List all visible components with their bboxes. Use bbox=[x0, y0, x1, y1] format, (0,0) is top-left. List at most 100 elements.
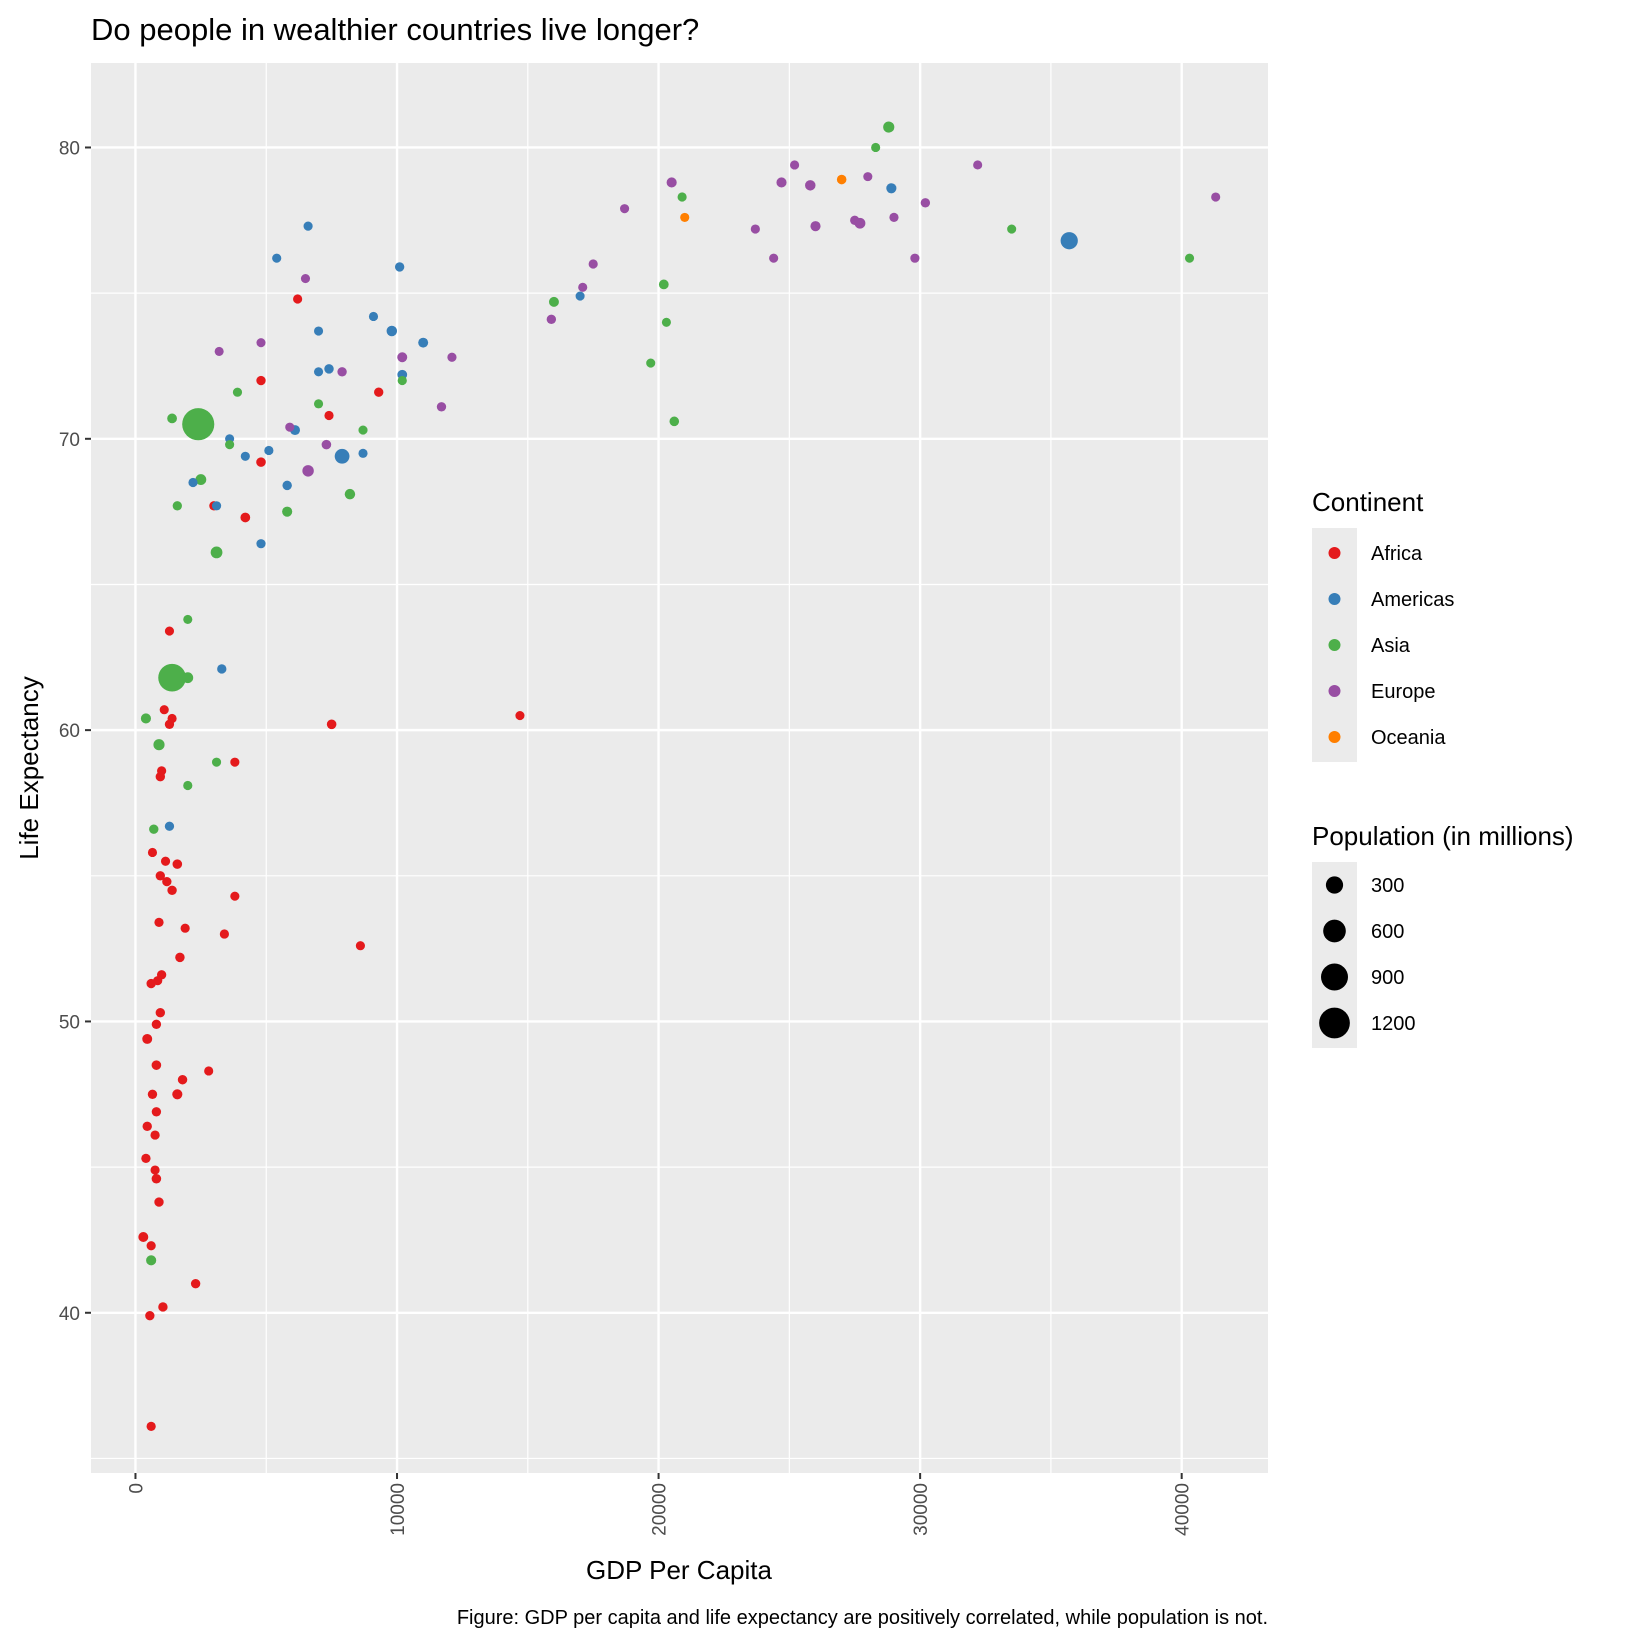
data-point-africa bbox=[145, 1311, 155, 1321]
legend-label-oceania: Oceania bbox=[1371, 727, 1446, 749]
y-tick-label: 40 bbox=[59, 1304, 80, 1325]
data-point-africa bbox=[138, 1232, 149, 1243]
data-point-asia bbox=[871, 142, 881, 153]
data-point-asia bbox=[658, 279, 669, 290]
data-point-europe bbox=[973, 160, 983, 170]
data-point-europe bbox=[666, 177, 677, 188]
data-point-africa bbox=[167, 885, 177, 896]
data-point-europe bbox=[302, 465, 314, 477]
legend-label-europe: Europe bbox=[1371, 681, 1436, 703]
legend-key-africa bbox=[1328, 547, 1341, 559]
data-point-europe bbox=[285, 422, 295, 432]
data-point-africa bbox=[151, 1019, 162, 1030]
data-point-americas bbox=[240, 451, 250, 461]
data-point-asia bbox=[646, 358, 656, 368]
figure-caption: Figure: GDP per capita and life expectan… bbox=[457, 1607, 1268, 1629]
data-point-africa bbox=[293, 294, 303, 304]
data-point-europe bbox=[790, 160, 800, 170]
x-tick-label: 20000 bbox=[650, 1483, 671, 1536]
data-point-asia bbox=[397, 375, 407, 386]
legend-size-key bbox=[1325, 876, 1344, 894]
data-point-africa bbox=[164, 626, 175, 636]
data-point-americas bbox=[282, 480, 292, 491]
legend-key-asia bbox=[1328, 639, 1341, 651]
x-axis: 0 10000 20000 30000 40000 bbox=[126, 1473, 1194, 1536]
data-point-asia bbox=[669, 416, 680, 427]
data-point-europe bbox=[321, 439, 332, 450]
data-point-africa bbox=[180, 923, 190, 933]
data-point-americas bbox=[164, 821, 175, 831]
data-point-asia bbox=[225, 440, 235, 450]
data-point-africa bbox=[157, 766, 167, 776]
data-point-europe bbox=[300, 274, 311, 284]
data-point-asia bbox=[313, 399, 324, 409]
data-point-asia bbox=[211, 757, 222, 767]
data-point-europe bbox=[769, 253, 779, 263]
data-point-europe bbox=[776, 177, 787, 188]
data-point-africa bbox=[172, 1089, 183, 1100]
data-point-asia bbox=[282, 506, 293, 517]
data-point-europe bbox=[863, 172, 873, 182]
data-point-americas bbox=[217, 664, 227, 674]
data-point-americas bbox=[272, 253, 282, 263]
data-point-europe bbox=[397, 352, 408, 363]
y-tick-label: 70 bbox=[59, 430, 80, 451]
legend-label-americas: Americas bbox=[1371, 589, 1454, 611]
data-point-asia bbox=[149, 824, 159, 834]
data-point-africa bbox=[141, 1153, 151, 1164]
y-axis: 40 50 60 70 80 bbox=[59, 138, 91, 1325]
legend-size-label: 900 bbox=[1371, 967, 1404, 989]
data-point-europe bbox=[750, 224, 760, 234]
data-point-africa bbox=[142, 1121, 152, 1132]
legend-key-americas bbox=[1328, 593, 1341, 605]
data-point-africa bbox=[219, 929, 230, 939]
data-point-asia bbox=[677, 192, 687, 202]
data-point-africa bbox=[230, 891, 240, 901]
data-point-europe bbox=[810, 221, 821, 232]
data-point-africa bbox=[146, 1241, 156, 1251]
data-point-asia bbox=[195, 474, 207, 485]
data-point-americas bbox=[211, 501, 222, 511]
data-point-africa bbox=[147, 1089, 158, 1099]
data-point-americas bbox=[313, 367, 324, 377]
data-point-africa bbox=[256, 457, 266, 467]
data-point-asia bbox=[153, 739, 165, 751]
data-point-americas bbox=[358, 448, 368, 458]
data-point-europe bbox=[337, 367, 347, 377]
data-point-asia bbox=[358, 425, 368, 435]
data-point-europe bbox=[889, 212, 899, 222]
data-point-americas bbox=[886, 183, 897, 194]
data-point-asia bbox=[182, 408, 215, 441]
data-point-europe bbox=[436, 402, 447, 412]
data-point-europe bbox=[447, 352, 457, 362]
data-point-americas bbox=[324, 364, 334, 374]
data-point-asia bbox=[344, 488, 356, 500]
data-point-europe bbox=[214, 346, 224, 356]
data-point-africa bbox=[515, 711, 525, 721]
legend-key-europe bbox=[1328, 685, 1341, 697]
legend-size-key bbox=[1321, 963, 1348, 991]
data-point-americas bbox=[188, 477, 198, 488]
data-point-africa bbox=[175, 952, 185, 963]
data-point-oceania bbox=[680, 212, 690, 222]
data-point-africa bbox=[172, 859, 183, 869]
data-point-africa bbox=[177, 1074, 188, 1085]
plot-panel bbox=[91, 63, 1268, 1473]
data-point-asia bbox=[661, 317, 671, 327]
data-point-asia bbox=[183, 614, 193, 624]
legend-size-label: 600 bbox=[1371, 921, 1404, 943]
y-tick-label: 80 bbox=[59, 138, 80, 159]
data-point-americas bbox=[368, 311, 379, 322]
data-point-africa bbox=[146, 1421, 156, 1432]
data-point-africa bbox=[153, 976, 163, 986]
data-point-africa bbox=[355, 941, 365, 951]
data-point-africa bbox=[154, 917, 164, 928]
x-tick-label: 40000 bbox=[1173, 1483, 1194, 1536]
data-point-americas bbox=[418, 337, 429, 348]
data-point-africa bbox=[162, 876, 172, 887]
data-point-africa bbox=[204, 1066, 214, 1076]
data-point-europe bbox=[920, 198, 931, 208]
data-point-asia bbox=[172, 501, 182, 511]
y-tick-label: 50 bbox=[59, 1012, 80, 1033]
data-point-africa bbox=[150, 1165, 160, 1175]
